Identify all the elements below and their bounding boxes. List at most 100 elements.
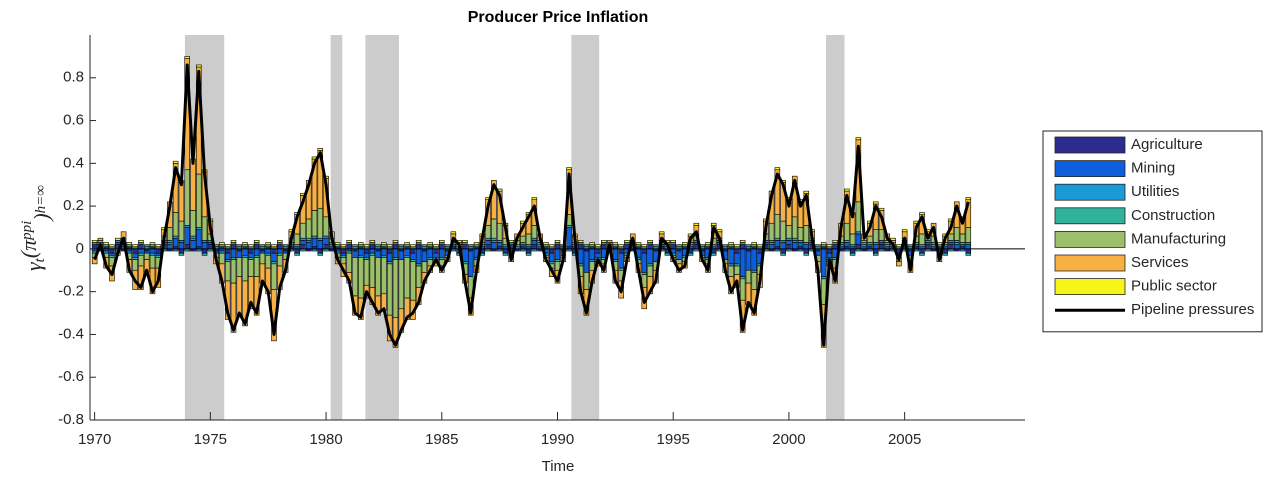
bar-segment xyxy=(722,244,729,248)
bar-segment xyxy=(595,244,601,248)
bar-segment xyxy=(369,255,376,288)
bar-segment xyxy=(485,237,491,241)
bar-segment xyxy=(369,248,376,254)
bar-segment xyxy=(548,252,555,263)
bar-segment xyxy=(323,237,329,245)
legend-label: Manufacturing xyxy=(1131,230,1226,247)
bar-segment xyxy=(265,252,271,256)
bar-segment xyxy=(734,244,740,248)
bar-segment xyxy=(491,240,497,243)
bar-segment xyxy=(439,257,445,260)
bar-segment xyxy=(751,272,757,290)
bar-segment xyxy=(184,244,190,250)
bar-segment xyxy=(392,257,399,260)
bar-segment xyxy=(959,244,966,248)
bar-segment xyxy=(190,237,196,241)
bar-segment xyxy=(375,257,381,297)
legend: Agriculture Mining Utilities Construction Ma… xyxy=(1042,130,1263,333)
bar-segment xyxy=(236,250,243,258)
bar-segment xyxy=(485,225,491,239)
bar-segment xyxy=(844,188,850,192)
bar-segment xyxy=(774,240,781,248)
bar-segment xyxy=(242,255,248,258)
bar-segment xyxy=(531,197,538,200)
bar-segment xyxy=(132,244,138,248)
bar-segment xyxy=(103,242,109,245)
bar-segment xyxy=(728,248,734,265)
bar-segment xyxy=(658,231,665,235)
legend-swatch xyxy=(1054,278,1126,296)
bar-segment xyxy=(820,276,827,280)
y-tick-label: -0.8 xyxy=(58,411,84,428)
bar-segment xyxy=(844,240,850,243)
bar-segment xyxy=(358,257,364,299)
bar-segment xyxy=(143,250,150,254)
bar-segment xyxy=(421,250,428,263)
bar-segment xyxy=(305,242,312,250)
bar-segment xyxy=(716,229,723,233)
bar-segment xyxy=(826,252,833,258)
bar-segment xyxy=(548,244,555,248)
bar-segment xyxy=(190,240,196,250)
y-tick-label: -0.4 xyxy=(58,325,84,342)
bar-segment xyxy=(265,242,271,245)
bar-segment xyxy=(271,244,277,248)
bar-segment xyxy=(890,237,896,241)
bar-segment xyxy=(520,242,526,245)
bar-segment xyxy=(641,244,648,248)
bar-segment xyxy=(491,242,497,250)
bar-segment xyxy=(421,261,428,273)
bar-segment xyxy=(421,244,428,248)
bar-segment xyxy=(734,263,740,267)
y-label-part: (π xyxy=(16,239,41,258)
bar-segment xyxy=(728,265,734,277)
bar-segment xyxy=(705,242,711,245)
bar-segment xyxy=(797,242,804,248)
bar-segment xyxy=(543,244,549,248)
bar-segment xyxy=(965,242,972,245)
bar-segment xyxy=(201,216,208,241)
bar-segment xyxy=(925,240,931,243)
legend-swatch xyxy=(1054,254,1126,272)
bar-segment xyxy=(224,259,231,263)
bar-segment xyxy=(601,240,607,243)
bar-segment xyxy=(398,244,405,248)
bar-segment xyxy=(415,265,422,288)
bar-segment xyxy=(190,235,196,239)
bar-segment xyxy=(363,248,370,254)
bar-segment xyxy=(820,242,827,245)
bar-segment xyxy=(653,244,659,248)
bar-segment xyxy=(230,242,237,245)
bar-segment xyxy=(404,248,410,256)
bar-segment xyxy=(728,244,734,248)
bar-segment xyxy=(953,227,960,241)
bar-segment xyxy=(861,244,867,248)
bar-segment xyxy=(485,244,491,250)
bar-segment xyxy=(566,225,572,228)
bar-segment xyxy=(91,240,98,243)
bar-segment xyxy=(196,64,202,68)
bar-segment xyxy=(340,244,347,248)
bar-segment xyxy=(734,248,740,254)
recession-band xyxy=(571,35,600,420)
bar-segment xyxy=(855,137,862,141)
bar-segment xyxy=(253,257,260,277)
bar-segment xyxy=(433,248,439,254)
bar-segment xyxy=(878,229,885,241)
bar-segment xyxy=(473,244,480,248)
bar-segment xyxy=(323,216,329,237)
bar-segment xyxy=(167,244,173,250)
bar-segment xyxy=(728,242,734,245)
bar-segment xyxy=(635,244,642,248)
bar-segment xyxy=(381,257,387,295)
bar-segment xyxy=(942,252,948,256)
bar-segment xyxy=(115,237,121,241)
bar-segment xyxy=(462,248,468,263)
plot-area: -0.8 -0.6 -0.4 -0.2 0 0.2 0.4 0.6 0.8 1970 1975 198… xyxy=(58,35,1025,448)
bar-segment xyxy=(224,248,231,254)
recession-band xyxy=(330,35,343,420)
bar-segment xyxy=(317,240,324,250)
bar-segment xyxy=(132,248,138,254)
bar-segment xyxy=(381,244,387,248)
bar-segment xyxy=(577,242,584,245)
